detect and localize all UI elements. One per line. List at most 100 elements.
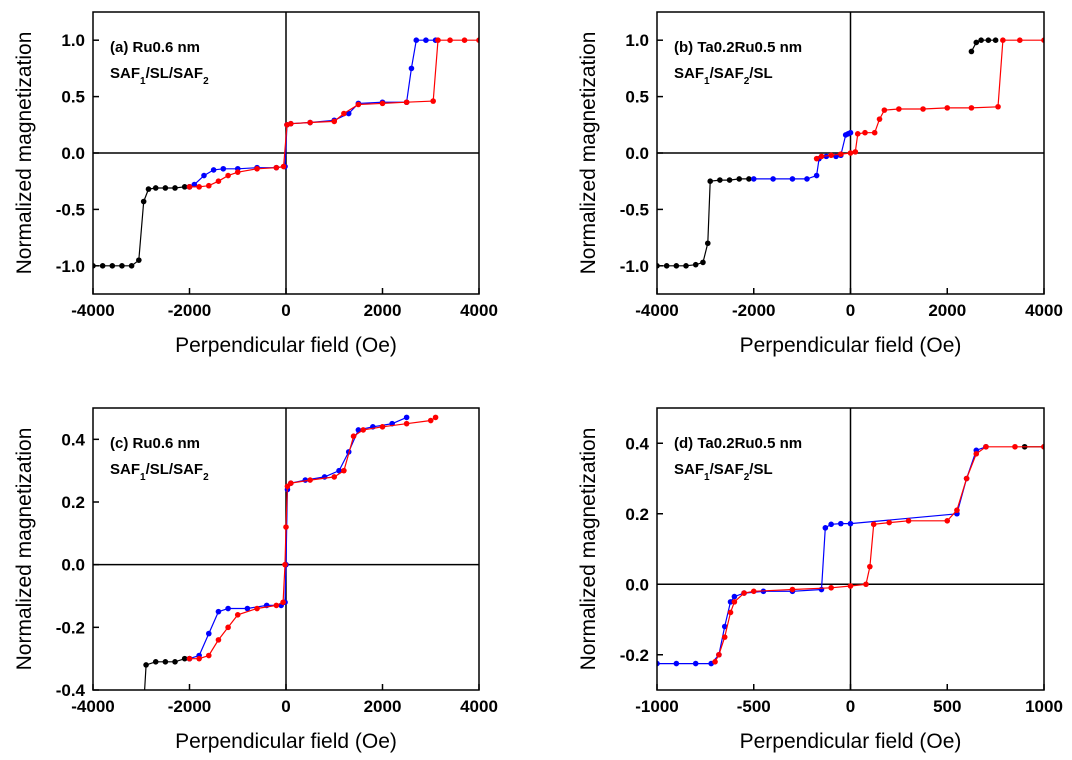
data-point bbox=[225, 605, 231, 612]
x-tick-label: -4000 bbox=[71, 301, 114, 320]
x-tick-label: 0 bbox=[281, 301, 290, 320]
data-point bbox=[413, 37, 420, 43]
data-point bbox=[427, 417, 434, 424]
data-point bbox=[225, 172, 231, 179]
data-point bbox=[707, 178, 714, 184]
data-point bbox=[206, 182, 212, 189]
data-point bbox=[141, 703, 147, 709]
data-point bbox=[954, 507, 960, 514]
data-point bbox=[196, 184, 202, 190]
annotation-part: SAF bbox=[674, 65, 704, 82]
data-point bbox=[210, 167, 217, 173]
y-tick-label: 0.0 bbox=[625, 575, 649, 594]
data-point bbox=[143, 662, 149, 668]
annotation-label: (b) Ta0.2Ru0.5 nm bbox=[674, 39, 802, 56]
data-point bbox=[181, 184, 188, 190]
data-point bbox=[789, 586, 796, 593]
x-tick-label: -4000 bbox=[71, 697, 114, 716]
data-point bbox=[331, 118, 338, 125]
annotation-part: 2 bbox=[203, 76, 209, 87]
data-point bbox=[191, 181, 198, 188]
data-point bbox=[968, 48, 975, 55]
x-tick-label: 4000 bbox=[1025, 301, 1063, 320]
x-axis-label: Perpendicular field (Oe) bbox=[175, 730, 397, 753]
data-point bbox=[435, 37, 441, 43]
data-point bbox=[847, 150, 854, 156]
data-point bbox=[881, 107, 888, 113]
y-tick-label: 0.0 bbox=[625, 144, 649, 163]
annotation-part: /SL bbox=[749, 461, 772, 478]
data-point bbox=[225, 624, 231, 631]
data-point bbox=[813, 172, 820, 179]
data-point bbox=[983, 443, 989, 450]
x-tick-label: 0 bbox=[846, 301, 855, 320]
data-point bbox=[973, 451, 980, 457]
series-line bbox=[189, 39, 436, 188]
data-point bbox=[215, 178, 222, 184]
data-point bbox=[828, 584, 834, 591]
data-point bbox=[341, 467, 347, 474]
data-point bbox=[896, 106, 902, 112]
data-point bbox=[862, 129, 868, 136]
data-point bbox=[750, 588, 757, 595]
data-point bbox=[355, 101, 362, 108]
x-axis-label: Perpendicular field (Oe) bbox=[740, 730, 962, 753]
y-tick-label: 0.5 bbox=[61, 88, 85, 107]
data-point bbox=[403, 420, 410, 427]
data-point bbox=[863, 581, 869, 588]
data-point bbox=[432, 414, 439, 421]
data-point bbox=[847, 583, 854, 589]
data-point bbox=[336, 467, 342, 474]
y-tick-label: -0.5 bbox=[56, 200, 85, 219]
data-point bbox=[726, 177, 733, 183]
x-tick-label: 2000 bbox=[928, 301, 966, 320]
series-line bbox=[189, 39, 479, 188]
data-point bbox=[196, 655, 202, 662]
data-point bbox=[736, 176, 743, 182]
data-point bbox=[140, 198, 147, 205]
data-point bbox=[683, 263, 689, 269]
data-point bbox=[172, 659, 178, 665]
plot-data bbox=[657, 37, 1044, 269]
data-point bbox=[992, 37, 999, 43]
data-point bbox=[727, 599, 734, 605]
data-point bbox=[430, 98, 436, 104]
annotation-part: /SAF bbox=[710, 65, 744, 82]
data-point bbox=[704, 240, 711, 247]
annotation-part: /SL/SAF bbox=[146, 65, 204, 82]
plot-data bbox=[141, 414, 439, 709]
data-point bbox=[876, 116, 883, 122]
annotation-part: /SAF bbox=[710, 461, 744, 478]
data-point bbox=[1017, 37, 1023, 43]
annotation-stack: SAF1/SAF2/SL bbox=[674, 461, 773, 483]
x-axis-label: Perpendicular field (Oe) bbox=[740, 334, 962, 357]
series-line bbox=[189, 416, 436, 660]
data-point bbox=[215, 608, 222, 615]
data-point bbox=[119, 263, 125, 269]
series-line bbox=[657, 178, 749, 267]
data-point bbox=[731, 599, 738, 605]
data-point bbox=[461, 37, 468, 43]
annotation-label: (a) Ru0.6 nm bbox=[110, 39, 200, 56]
annotation-part: SAF bbox=[674, 461, 704, 478]
data-point bbox=[254, 605, 260, 612]
y-axis-label: Normalized magnetization bbox=[577, 32, 600, 275]
data-point bbox=[886, 519, 892, 526]
data-point bbox=[186, 184, 193, 190]
data-point bbox=[727, 609, 734, 616]
data-point bbox=[673, 660, 680, 667]
x-tick-label: -500 bbox=[737, 697, 771, 716]
data-point bbox=[408, 65, 415, 72]
data-point bbox=[201, 172, 207, 179]
data-point bbox=[692, 261, 699, 268]
data-point bbox=[99, 263, 106, 269]
data-point bbox=[828, 521, 834, 528]
data-point bbox=[920, 106, 926, 112]
data-point bbox=[341, 110, 347, 117]
data-point bbox=[162, 659, 169, 665]
data-point bbox=[181, 655, 188, 662]
y-tick-label: 0.4 bbox=[625, 434, 649, 453]
data-point bbox=[716, 651, 722, 658]
data-point bbox=[712, 659, 718, 665]
